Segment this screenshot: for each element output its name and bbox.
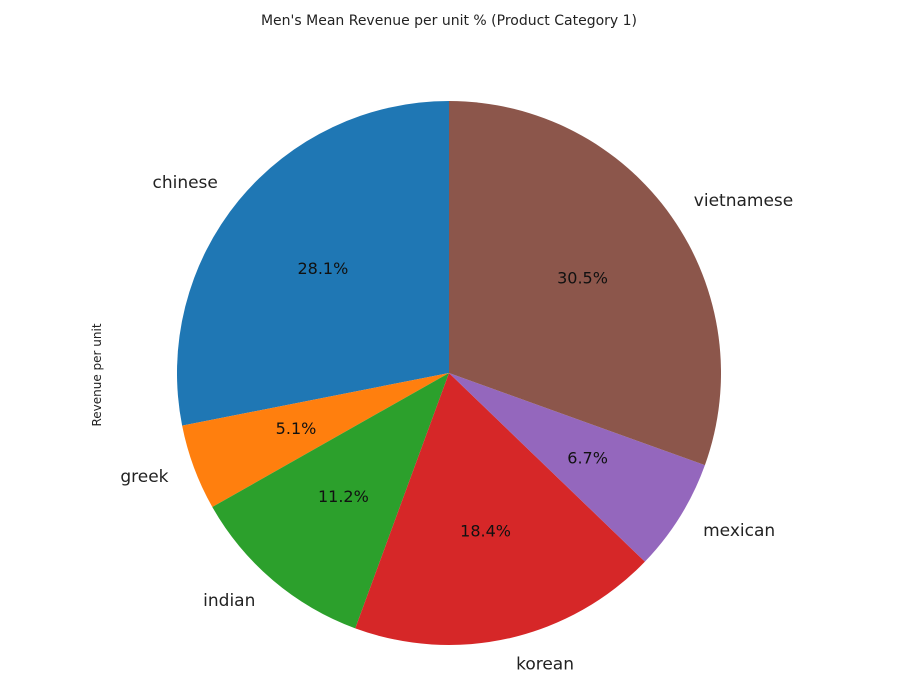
slice-label-vietnamese: vietnamese: [694, 191, 793, 211]
pie-labels: chinese 28.1% greek 5.1% indian 11.2% korean 18…: [120, 173, 793, 675]
chart-title: Men's Mean Revenue per unit % (Product C…: [261, 13, 637, 29]
pie-slice-indian: [212, 373, 449, 629]
slice-percent-vietnamese: 30.5%: [557, 269, 608, 288]
pie-slice-mexican: [449, 373, 705, 562]
slice-label-korean: korean: [516, 655, 574, 675]
pie-slice-chinese: [176, 101, 449, 426]
slice-percent-chinese: 28.1%: [297, 259, 348, 278]
slice-label-chinese: chinese: [152, 173, 217, 193]
slice-percent-korean: 18.4%: [460, 522, 511, 541]
slice-label-greek: greek: [120, 467, 168, 487]
slice-label-mexican: mexican: [703, 521, 775, 541]
pie-slice-korean: [355, 373, 645, 646]
y-axis-label: Revenue per unit: [90, 323, 104, 426]
slice-label-indian: indian: [203, 591, 255, 611]
slice-percent-mexican: 6.7%: [567, 449, 608, 468]
slice-percent-indian: 11.2%: [318, 487, 369, 506]
pie-slice-greek: [182, 373, 449, 508]
pie-slice-vietnamese: [449, 101, 722, 466]
slice-percent-greek: 5.1%: [276, 419, 317, 438]
pie-slices: [176, 101, 722, 646]
